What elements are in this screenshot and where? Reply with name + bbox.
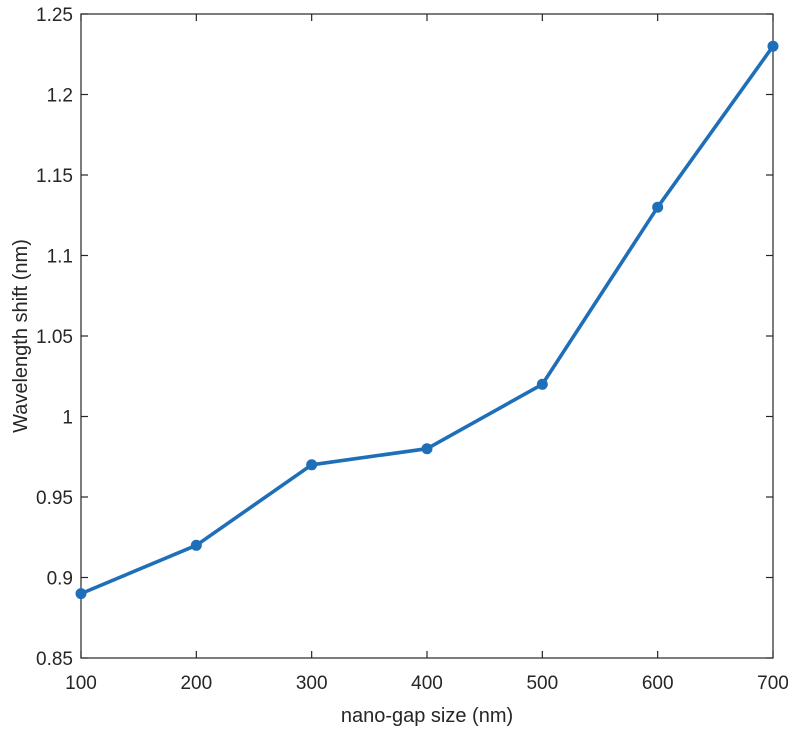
- x-axis-title: nano-gap size (nm): [341, 705, 513, 727]
- y-tick-label: 1.05: [36, 327, 73, 348]
- y-tick-label: 1.15: [36, 166, 73, 187]
- x-tick-label: 500: [526, 673, 558, 694]
- y-axis-ticks: 0.85 0.9 0.95 1 1.05 1.1 1.15 1.2 1.25: [36, 5, 773, 670]
- y-tick-label: 0.9: [47, 569, 73, 590]
- y-tick-label: 0.85: [36, 649, 73, 670]
- data-point: [652, 201, 664, 213]
- x-tick-label: 600: [642, 673, 674, 694]
- x-tick-label: 200: [180, 673, 212, 694]
- x-axis-ticks: 100 200 300 400 500 600 700: [65, 14, 789, 694]
- data-point: [536, 378, 548, 390]
- y-tick-label: 1.2: [47, 86, 73, 107]
- data-point: [421, 443, 433, 455]
- data-point: [190, 539, 202, 551]
- plot-area-frame: [80, 13, 774, 659]
- data-point: [767, 40, 779, 52]
- series-layer: [75, 40, 779, 600]
- x-tick-label: 400: [411, 673, 443, 694]
- y-tick-label: 1.1: [47, 247, 73, 268]
- y-axis-title: Wavelength shift (nm): [10, 239, 32, 433]
- y-tick-label: 0.95: [36, 488, 73, 509]
- y-tick-label: 1.25: [36, 5, 73, 26]
- data-point: [75, 588, 87, 600]
- x-tick-label: 300: [296, 673, 328, 694]
- data-point: [306, 459, 318, 471]
- y-tick-label: 1: [62, 408, 73, 429]
- x-tick-label: 700: [757, 673, 789, 694]
- x-tick-label: 100: [65, 673, 97, 694]
